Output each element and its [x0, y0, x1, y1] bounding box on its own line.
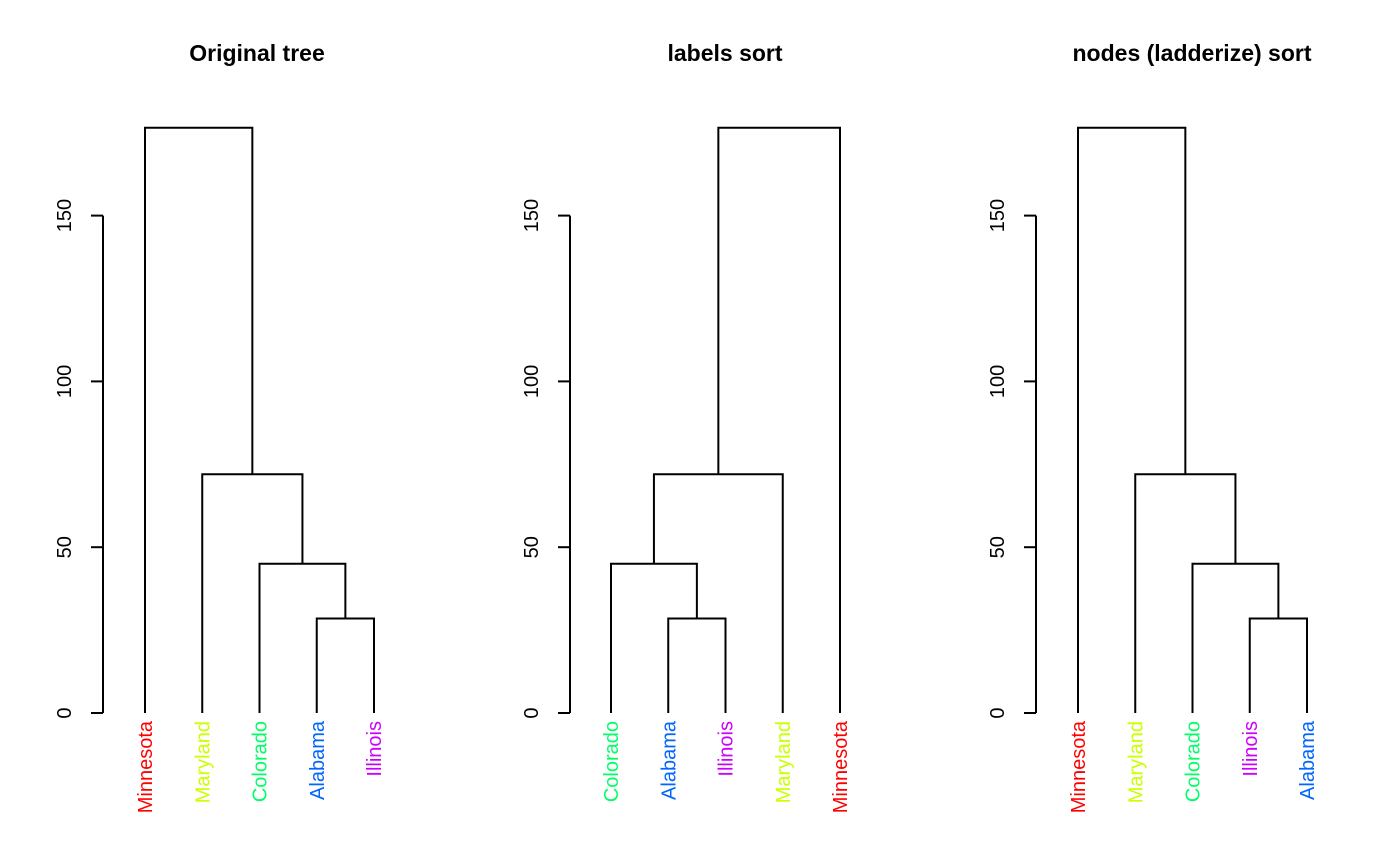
- leaf-label: Minnesota: [135, 720, 157, 813]
- y-tick-label: 150: [54, 199, 76, 232]
- leaf-label: Colorado: [1183, 721, 1205, 802]
- y-tick-label: 150: [987, 199, 1009, 232]
- y-tick-label: 50: [987, 536, 1009, 558]
- leaf-label: Colorado: [601, 721, 623, 802]
- leaf-label: Colorado: [250, 721, 272, 802]
- leaf-label: Alabama: [658, 720, 680, 800]
- y-tick-label: 50: [521, 536, 543, 558]
- panel-labels-sort: labels sort 0 50 100 150 Colorado Alabama Illi…: [521, 40, 852, 813]
- leaf-label: Maryland: [192, 721, 214, 803]
- panel-plot: 0 50 100 150 Minnesota Maryland Colorado Illino…: [987, 126, 1319, 813]
- y-tick-label: 0: [521, 707, 543, 718]
- leaf-label: Illinois: [1240, 721, 1262, 777]
- panel-title: nodes (ladderize) sort: [1073, 40, 1312, 66]
- panel-title: labels sort: [667, 40, 782, 66]
- y-tick-label: 100: [987, 365, 1009, 398]
- y-tick-label: 0: [54, 707, 76, 718]
- leaf-label: Illinois: [364, 721, 386, 777]
- panel-original-tree: Original tree 0 50 100 150 Minnesota Maryland…: [54, 40, 386, 813]
- y-tick-label: 100: [521, 365, 543, 398]
- leaf-label: Maryland: [1125, 721, 1147, 803]
- panel-plot: 0 50 100 150 Minnesota Maryland Colorado Alabam…: [54, 126, 386, 813]
- panel-nodes-ladderize-sort: nodes (ladderize) sort 0 50 100 150 Minnesot…: [987, 40, 1319, 813]
- dendrogram-link: [1077, 126, 1187, 713]
- panel-title: Original tree: [189, 40, 324, 66]
- leaf-label: Minnesota: [1068, 720, 1090, 813]
- leaf-label: Maryland: [773, 721, 795, 803]
- y-tick-label: 0: [987, 707, 1009, 718]
- y-tick-label: 100: [54, 365, 76, 398]
- dendrogram-link: [717, 126, 841, 713]
- leaf-label: Minnesota: [830, 720, 852, 813]
- leaf-label: Alabama: [1297, 720, 1319, 800]
- y-tick-label: 150: [521, 199, 543, 232]
- dendrogram-link: [144, 126, 254, 713]
- leaf-label: Illinois: [716, 721, 738, 777]
- leaf-label: Alabama: [307, 720, 329, 800]
- panel-plot: 0 50 100 150 Colorado Alabama Illinois Maryland…: [521, 126, 852, 813]
- y-tick-label: 50: [54, 536, 76, 558]
